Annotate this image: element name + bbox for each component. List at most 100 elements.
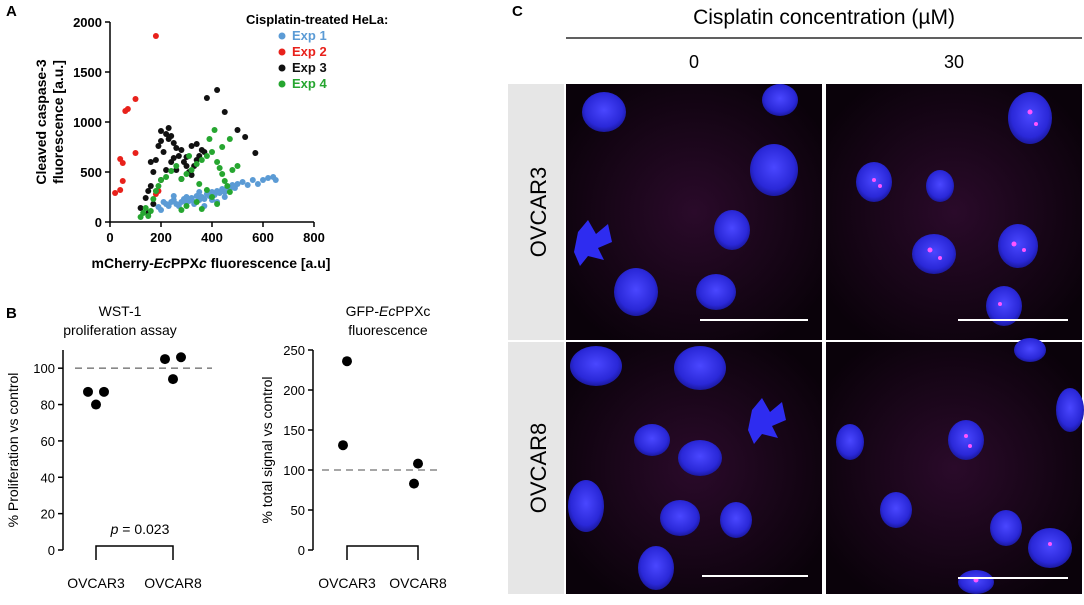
b-y-tick-label: 50 [291,503,305,518]
a-data-point [178,207,185,213]
panel-letter-a: A [6,3,17,20]
a-legend-marker [278,64,286,72]
a-data-point [193,141,200,147]
a-data-point [260,177,266,183]
b-y-tick-label: 0 [48,543,55,558]
a-data-point [158,177,164,183]
a-data-point [160,149,167,155]
a-data-point [117,187,124,193]
a-data-point [221,194,228,200]
a-data-point [147,208,154,214]
a-legend-label: Exp 3 [292,60,327,75]
a-x-tick-label: 0 [106,230,113,245]
a-y-axis-label-line-1: Cleaved caspase-3 [33,59,49,185]
a-data-point [229,167,236,173]
a-legend-label: Exp 4 [292,76,327,91]
a-data-point [186,153,193,159]
b-data-point [176,352,186,363]
b-y-tick-label: 20 [41,507,55,522]
a-data-point [173,145,180,151]
a-data-point [224,183,231,189]
a-data-point [158,128,164,134]
a-data-point [221,109,228,115]
c-row-label-ovcar3: OVCAR3 [526,167,551,257]
a-data-point [170,140,177,146]
micrograph-ovcar3-0um [566,84,822,340]
a-data-point [183,203,190,209]
b2-points [338,356,423,489]
b-data-point [413,458,423,469]
a-legend-label: Exp 1 [292,28,327,43]
b-data-point [83,386,93,397]
a-legend-marker [278,80,286,88]
a-data-point [242,134,249,140]
a-data-point [209,194,215,200]
a-legend-label: Exp 2 [292,44,327,59]
b1-p-value: p = 0.023 [110,521,170,537]
b-y-tick-label: 0 [298,543,305,558]
micrograph-ovcar3-30um [826,84,1082,340]
a-data-point [163,167,170,173]
a-data-point [163,174,170,180]
a-data-point [145,213,152,219]
b-data-point [160,354,170,365]
c-title: Cisplatin concentration (µM) [693,6,955,29]
a-data-point [214,159,221,165]
a-data-point [155,183,162,189]
a-data-point [234,127,241,133]
a-data-point [150,201,157,207]
a-data-point [173,163,180,169]
a-y-axis-label-line-2: fluorescence [a.u.] [50,60,66,184]
b-data-point [409,478,419,489]
a-data-point [132,150,139,156]
a-data-point [132,96,139,102]
b-y-tick-label: 150 [283,423,305,438]
a-data-point [226,136,233,142]
a-data-point [122,108,129,114]
a-data-point [219,171,226,177]
a-data-point [168,168,175,174]
panel-a-scatter-chart: 0 500 1000 1500 2000 0 200 400 600 800 Cleaved c… [33,12,388,271]
panel-letter-c: C [512,3,523,20]
a-data-point [188,167,195,173]
b2-title-line-1: GFP-EcPPXc [346,303,431,319]
b-y-tick-label: 100 [283,463,305,478]
b1-bracket [95,545,174,560]
micrograph-ovcar8-30um [826,338,1084,594]
a-data-point [234,163,241,169]
b1-y-axis-label: % Proliferation vs control [5,373,21,528]
c-row-band-ovcar3 [508,84,564,340]
a-data-point [152,188,159,194]
a-data-point [188,172,195,178]
a-data-point [211,127,218,133]
a-y-tick-label: 500 [80,165,102,180]
b-y-tick-label: 100 [33,361,55,376]
b2-category-ovcar8: OVCAR8 [389,575,447,591]
b-data-point [168,374,178,385]
b2-category-ovcar3: OVCAR3 [318,575,376,591]
a-data-point [214,201,221,207]
a-data-point [203,153,210,159]
a-data-point [165,136,172,142]
a-data-point [203,187,210,193]
b1-title-line-2: proliferation assay [63,322,177,338]
b-y-tick-label: 40 [41,470,55,485]
a-data-point [178,176,185,182]
a-data-point [239,179,246,185]
a-data-point [163,131,170,137]
a-data-point [147,159,154,165]
a-data-point [249,177,256,183]
a-data-point [140,210,147,216]
a-data-point [147,183,154,189]
a-data-point [193,161,200,167]
b1-category-ovcar3: OVCAR3 [67,575,125,591]
a-data-point [254,181,261,187]
a-data-point [206,136,213,142]
a-data-point [178,147,185,153]
a-y-tick-label: 1500 [73,65,102,80]
a-data-point [193,199,200,205]
a-data-point [209,149,215,155]
a-data-point [244,182,251,188]
a-data-point [119,178,126,184]
